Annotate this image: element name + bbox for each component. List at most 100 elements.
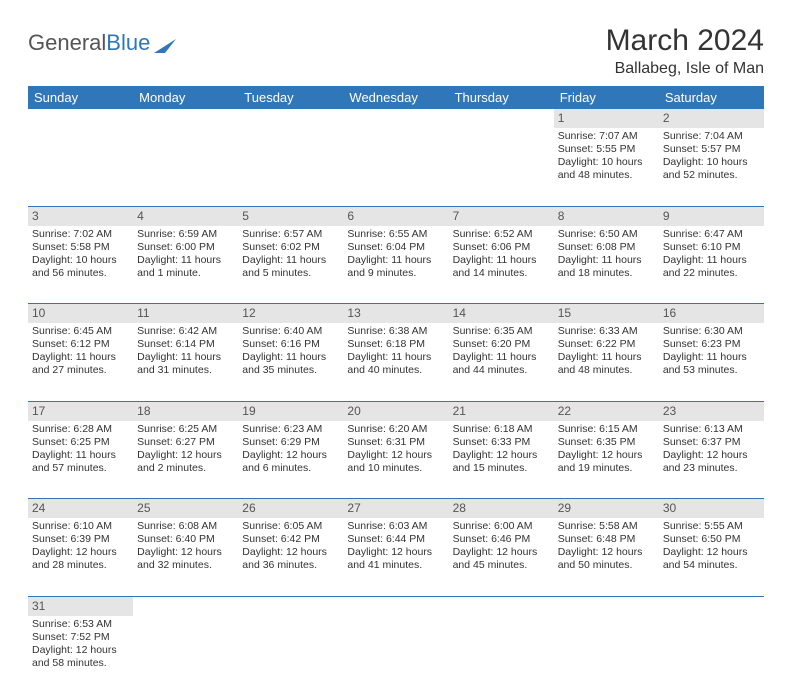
day-number-cell: 3: [28, 206, 133, 226]
day-line: Sunset: 6:46 PM: [453, 533, 550, 546]
day-line: Daylight: 11 hours: [663, 351, 760, 364]
day-cell: [28, 128, 133, 206]
daynum-row: 31: [28, 596, 764, 616]
day-cell: [343, 616, 448, 694]
day-line: Sunrise: 6:52 AM: [453, 228, 550, 241]
day-line: Sunrise: 6:47 AM: [663, 228, 760, 241]
day-header: Wednesday: [343, 86, 448, 109]
day-line: Sunrise: 6:28 AM: [32, 423, 129, 436]
day-number-cell: [133, 596, 238, 616]
day-cell: [238, 128, 343, 206]
day-number-cell: 6: [343, 206, 448, 226]
day-number-cell: [343, 109, 448, 128]
day-line: and 19 minutes.: [558, 462, 655, 475]
day-number-cell: 2: [659, 109, 764, 128]
day-line: Daylight: 11 hours: [137, 254, 234, 267]
day-line: Sunrise: 6:53 AM: [32, 618, 129, 631]
daynum-row: 12: [28, 109, 764, 128]
day-cell: Sunrise: 6:53 AMSunset: 7:52 PMDaylight:…: [28, 616, 133, 694]
day-line: Sunset: 6:25 PM: [32, 436, 129, 449]
day-number-cell: 12: [238, 304, 343, 324]
day-number-cell: [343, 596, 448, 616]
day-line: Sunrise: 6:45 AM: [32, 325, 129, 338]
day-line: Daylight: 11 hours: [32, 449, 129, 462]
day-cell: Sunrise: 6:50 AMSunset: 6:08 PMDaylight:…: [554, 226, 659, 304]
day-line: Sunrise: 6:57 AM: [242, 228, 339, 241]
day-cell: Sunrise: 6:13 AMSunset: 6:37 PMDaylight:…: [659, 421, 764, 499]
day-line: Sunrise: 6:13 AM: [663, 423, 760, 436]
location: Ballabeg, Isle of Man: [606, 60, 764, 78]
day-line: and 23 minutes.: [663, 462, 760, 475]
day-number-cell: 30: [659, 499, 764, 519]
day-line: Sunrise: 5:58 AM: [558, 520, 655, 533]
day-number-cell: 29: [554, 499, 659, 519]
day-line: Daylight: 11 hours: [347, 351, 444, 364]
day-line: Sunset: 6:42 PM: [242, 533, 339, 546]
day-line: Sunset: 6:18 PM: [347, 338, 444, 351]
daynum-row: 24252627282930: [28, 499, 764, 519]
day-cell: Sunrise: 6:33 AMSunset: 6:22 PMDaylight:…: [554, 323, 659, 401]
day-number-cell: 20: [343, 401, 448, 421]
day-line: Sunset: 6:37 PM: [663, 436, 760, 449]
day-line: Sunrise: 7:02 AM: [32, 228, 129, 241]
day-line: Sunset: 6:31 PM: [347, 436, 444, 449]
day-line: Sunset: 6:12 PM: [32, 338, 129, 351]
day-line: Daylight: 12 hours: [453, 449, 550, 462]
day-cell: [343, 128, 448, 206]
day-cell: Sunrise: 6:05 AMSunset: 6:42 PMDaylight:…: [238, 518, 343, 596]
day-cell: Sunrise: 6:08 AMSunset: 6:40 PMDaylight:…: [133, 518, 238, 596]
day-line: Sunset: 6:50 PM: [663, 533, 760, 546]
day-number-cell: 1: [554, 109, 659, 128]
day-line: Daylight: 11 hours: [137, 351, 234, 364]
day-line: and 57 minutes.: [32, 462, 129, 475]
day-number-cell: 18: [133, 401, 238, 421]
day-line: Sunrise: 6:20 AM: [347, 423, 444, 436]
day-line: Daylight: 11 hours: [347, 254, 444, 267]
day-line: and 31 minutes.: [137, 364, 234, 377]
day-content-row: Sunrise: 6:28 AMSunset: 6:25 PMDaylight:…: [28, 421, 764, 499]
day-header: Saturday: [659, 86, 764, 109]
day-line: Daylight: 12 hours: [347, 546, 444, 559]
day-line: Sunrise: 6:18 AM: [453, 423, 550, 436]
day-cell: Sunrise: 6:00 AMSunset: 6:46 PMDaylight:…: [449, 518, 554, 596]
day-cell: [133, 128, 238, 206]
day-line: Sunset: 6:08 PM: [558, 241, 655, 254]
day-cell: Sunrise: 6:25 AMSunset: 6:27 PMDaylight:…: [133, 421, 238, 499]
day-line: Daylight: 11 hours: [32, 351, 129, 364]
day-number-cell: 11: [133, 304, 238, 324]
day-line: Sunset: 6:16 PM: [242, 338, 339, 351]
day-line: and 27 minutes.: [32, 364, 129, 377]
day-line: and 52 minutes.: [663, 169, 760, 182]
day-line: Sunset: 6:48 PM: [558, 533, 655, 546]
day-number-cell: 16: [659, 304, 764, 324]
day-line: Sunrise: 6:15 AM: [558, 423, 655, 436]
day-line: and 45 minutes.: [453, 559, 550, 572]
brand-general: General: [28, 30, 106, 56]
day-line: Sunrise: 6:38 AM: [347, 325, 444, 338]
day-line: Sunrise: 6:40 AM: [242, 325, 339, 338]
day-line: Sunset: 6:00 PM: [137, 241, 234, 254]
day-number-cell: 8: [554, 206, 659, 226]
day-cell: Sunrise: 7:07 AMSunset: 5:55 PMDaylight:…: [554, 128, 659, 206]
day-number-cell: [238, 109, 343, 128]
day-cell: Sunrise: 6:52 AMSunset: 6:06 PMDaylight:…: [449, 226, 554, 304]
day-content-row: Sunrise: 7:07 AMSunset: 5:55 PMDaylight:…: [28, 128, 764, 206]
day-line: Daylight: 12 hours: [32, 644, 129, 657]
day-line: Daylight: 12 hours: [347, 449, 444, 462]
day-line: and 10 minutes.: [347, 462, 444, 475]
day-line: Sunrise: 6:05 AM: [242, 520, 339, 533]
day-line: Sunset: 6:35 PM: [558, 436, 655, 449]
day-cell: Sunrise: 6:23 AMSunset: 6:29 PMDaylight:…: [238, 421, 343, 499]
day-cell: Sunrise: 5:55 AMSunset: 6:50 PMDaylight:…: [659, 518, 764, 596]
day-line: and 53 minutes.: [663, 364, 760, 377]
day-line: and 2 minutes.: [137, 462, 234, 475]
day-line: and 1 minute.: [137, 267, 234, 280]
day-cell: Sunrise: 6:59 AMSunset: 6:00 PMDaylight:…: [133, 226, 238, 304]
day-cell: [238, 616, 343, 694]
day-line: Sunrise: 6:35 AM: [453, 325, 550, 338]
day-line: Daylight: 11 hours: [558, 351, 655, 364]
day-number-cell: 27: [343, 499, 448, 519]
day-line: Daylight: 10 hours: [663, 156, 760, 169]
day-cell: Sunrise: 6:18 AMSunset: 6:33 PMDaylight:…: [449, 421, 554, 499]
day-number-cell: 15: [554, 304, 659, 324]
